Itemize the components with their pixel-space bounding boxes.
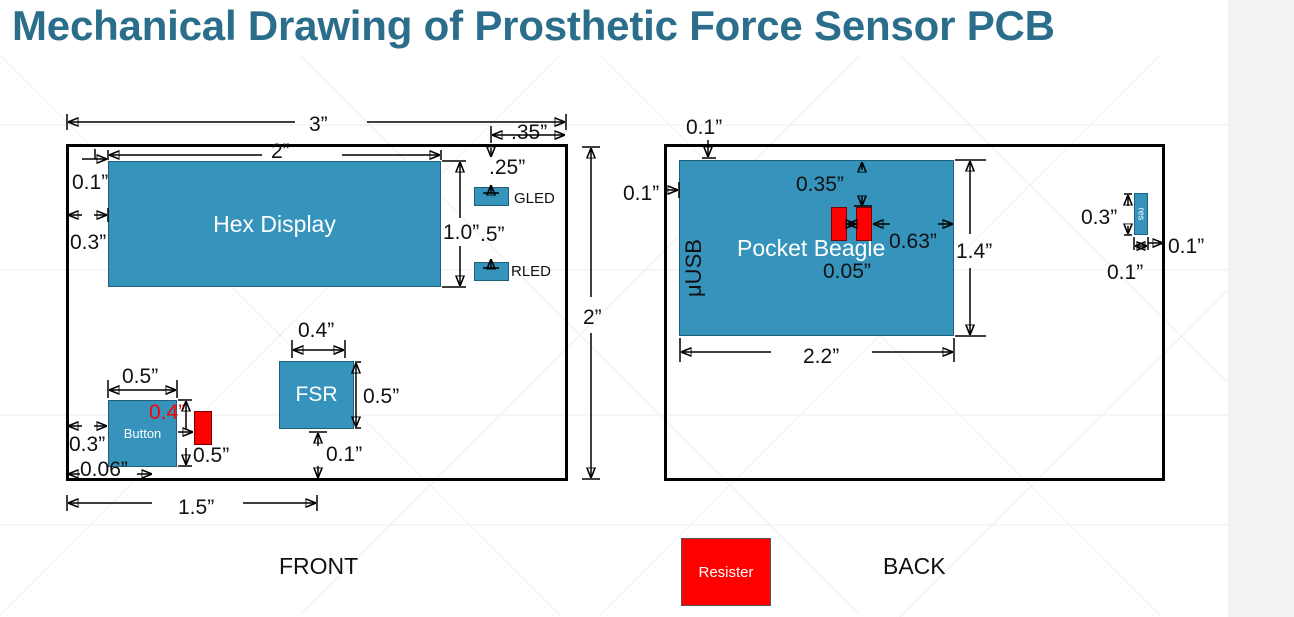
front-resistor xyxy=(194,411,212,445)
dim-button-resistor-gap: 0.4” xyxy=(149,401,186,424)
side-strip xyxy=(1228,0,1294,617)
dim-button-bottom: 0.06” xyxy=(80,458,128,481)
side-component: res xyxy=(1134,193,1148,235)
page-title: Mechanical Drawing of Prosthetic Force S… xyxy=(12,2,1055,49)
button-label: Button xyxy=(123,426,162,441)
back-caption: BACK xyxy=(883,553,946,579)
button: Button xyxy=(108,400,177,467)
dim-hex-left: 0.3” xyxy=(70,231,107,254)
back-dim-left: 0.1” xyxy=(623,182,660,205)
front-caption: FRONT xyxy=(279,553,359,579)
dim-board-height: 2” xyxy=(583,306,602,329)
back-dim-side-width: 0.1” xyxy=(1107,261,1144,284)
back-dim-res-top: 0.35” xyxy=(796,173,844,196)
dim-button-width: 0.5” xyxy=(122,365,159,388)
dim-hex-width: 2” xyxy=(271,140,290,163)
dim-fsr-bottom: 0.1” xyxy=(326,443,363,466)
back-dim-beagle-width: 2.2” xyxy=(803,345,840,368)
hex-display: Hex Display xyxy=(108,161,441,287)
dim-fsr-width: 0.4” xyxy=(298,319,335,342)
hex-display-label: Hex Display xyxy=(213,210,336,237)
dim-button-left: 0.3” xyxy=(69,433,106,456)
dim-led-top: .25” xyxy=(489,156,526,179)
dim-led-spacing: .5” xyxy=(480,223,505,246)
gled-label: GLED xyxy=(514,190,555,207)
back-board xyxy=(664,144,1165,481)
fsr-label: FSR xyxy=(295,383,338,406)
dim-hex-top: 0.1” xyxy=(72,171,109,194)
rled-label: RLED xyxy=(511,263,552,280)
back-dim-top: 0.1” xyxy=(686,116,723,139)
pocket-beagle-label: Pocket Beagle xyxy=(737,235,886,261)
resistor-legend: Resister xyxy=(681,538,771,606)
back-dim-side-height: 0.3” xyxy=(1081,206,1118,229)
back-dim-beagle-height: 1.4” xyxy=(956,240,993,263)
dim-button-height: 0.5” xyxy=(193,444,230,467)
dim-hex-height: 1.0” xyxy=(443,221,480,244)
dim-fsr-height: 0.5” xyxy=(363,385,400,408)
back-dim-side-right: 0.1” xyxy=(1168,235,1205,258)
back-dim-res-right: 0.63” xyxy=(889,230,937,253)
fsr: FSR xyxy=(279,361,354,429)
back-dim-res-gap: 0.05” xyxy=(823,260,871,283)
dim-board-width: 3” xyxy=(309,113,328,136)
dimension-lines xyxy=(66,114,1228,511)
pocket-beagle xyxy=(679,160,954,336)
dim-fsr-position: 1.5” xyxy=(178,496,215,519)
legend-label: Resister xyxy=(698,563,754,581)
